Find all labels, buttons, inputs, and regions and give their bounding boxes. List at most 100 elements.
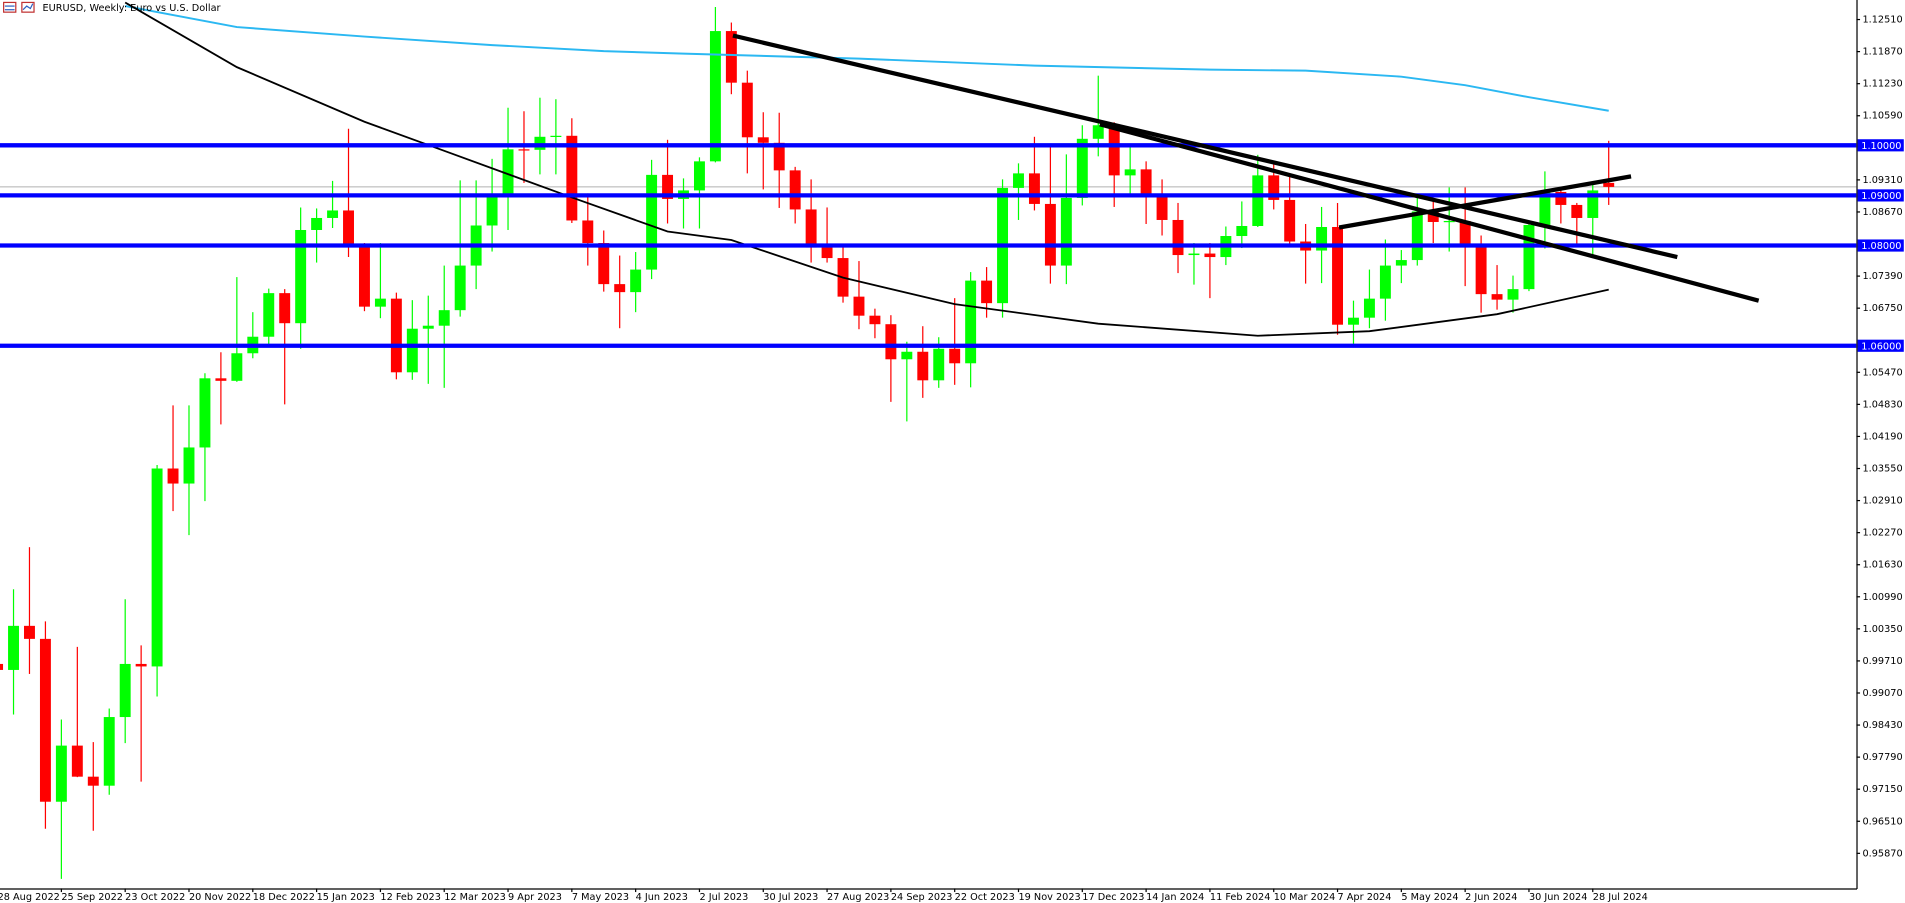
- x-tick-label: 24 Sep 2023: [891, 892, 953, 903]
- candle-body: [981, 280, 993, 304]
- level-label-box: [1857, 139, 1904, 152]
- candle-body: [550, 135, 562, 138]
- level-label: 1.10000: [1861, 141, 1901, 152]
- x-tick-label: 28 Aug 2022: [0, 892, 60, 903]
- candle-body: [199, 378, 211, 448]
- y-tick-label: 0.97790: [1862, 752, 1902, 763]
- candle-body: [1140, 169, 1152, 197]
- candle-body: [933, 348, 945, 381]
- y-tick-label: 1.09310: [1862, 175, 1902, 186]
- x-tick-label: 27 Aug 2023: [827, 892, 889, 903]
- candle-body: [1475, 245, 1487, 295]
- candle-body: [1268, 175, 1280, 200]
- candle-body: [119, 663, 131, 718]
- candle-body: [390, 298, 402, 373]
- candle-body: [1395, 260, 1407, 266]
- moving-average: [124, 1, 1609, 337]
- trend-line: [732, 33, 1678, 260]
- candle-body: [55, 745, 67, 802]
- x-tick-label: 10 Mar 2024: [1274, 892, 1336, 903]
- candle-body: [582, 220, 594, 244]
- candle-body: [103, 717, 115, 786]
- y-tick-label: 0.95870: [1862, 848, 1902, 859]
- x-tick-label: 14 Jan 2024: [1146, 892, 1204, 903]
- candle-body: [805, 209, 817, 248]
- candle-body: [614, 284, 626, 293]
- y-tick-label: 1.04830: [1862, 399, 1902, 410]
- candle-body: [311, 217, 323, 230]
- candle-body: [709, 31, 721, 162]
- candle-body: [1284, 199, 1296, 242]
- x-tick-label: 5 May 2024: [1401, 892, 1458, 903]
- x-tick-label: 17 Dec 2023: [1082, 892, 1144, 903]
- candle-body: [1571, 204, 1583, 218]
- candle-body: [598, 243, 610, 285]
- candle-body: [1013, 173, 1024, 188]
- candle-body: [406, 328, 418, 373]
- y-tick-label: 1.08670: [1862, 207, 1902, 218]
- x-tick-label: 30 Jun 2024: [1529, 892, 1587, 903]
- x-tick-label: 7 Apr 2024: [1338, 892, 1392, 903]
- candle-body: [1411, 211, 1423, 261]
- candle-body: [0, 663, 4, 670]
- candle-body: [1348, 317, 1359, 325]
- candle-body: [1188, 253, 1200, 256]
- y-tick-label: 1.11230: [1862, 79, 1902, 90]
- candle-body: [231, 353, 243, 381]
- candle-body: [1156, 196, 1168, 220]
- candle-body: [773, 142, 785, 171]
- y-tick-label: 1.03550: [1862, 464, 1902, 475]
- y-tick-label: 1.06750: [1862, 303, 1902, 314]
- candle-body: [454, 265, 466, 311]
- x-tick-label: 7 May 2023: [572, 892, 629, 903]
- candle-body: [821, 247, 833, 259]
- candle-body: [1363, 298, 1375, 318]
- icon: [22, 3, 34, 11]
- level-label: 1.09000: [1861, 191, 1901, 202]
- x-tick-label: 12 Mar 2023: [444, 892, 506, 903]
- candle-body: [1252, 175, 1264, 226]
- y-tick-label: 1.04190: [1862, 431, 1902, 442]
- candle-body: [725, 31, 737, 83]
- candle-body: [87, 776, 99, 786]
- candle-body: [39, 638, 51, 802]
- x-tick-label: 2 Jun 2024: [1465, 892, 1517, 903]
- candle-body: [167, 468, 179, 484]
- level-label: 1.08000: [1861, 241, 1901, 252]
- y-tick-label: 1.00350: [1862, 624, 1902, 635]
- moving-average: [125, 5, 1609, 112]
- candle-body: [1108, 125, 1120, 176]
- candle-body: [662, 174, 674, 199]
- icon: [3, 1, 17, 13]
- candle-body: [949, 348, 961, 364]
- candle-body: [327, 210, 339, 218]
- x-tick-label: 15 Jan 2023: [317, 892, 375, 903]
- chart-title: EURUSD, Weekly: Euro vs U.S. Dollar: [43, 3, 221, 14]
- y-tick-label: 1.10590: [1862, 111, 1902, 122]
- y-tick-label: 1.12510: [1862, 15, 1902, 26]
- level-label: 1.06000: [1861, 341, 1901, 352]
- candle-body: [741, 82, 753, 138]
- candle-body: [502, 149, 514, 195]
- x-tick-label: 30 Jul 2023: [763, 892, 818, 903]
- trend-line: [1338, 174, 1632, 230]
- candle-body: [1603, 182, 1615, 187]
- candle-body: [279, 293, 291, 324]
- candle-body: [8, 625, 19, 670]
- candle-body: [486, 194, 498, 226]
- candle-body: [1028, 173, 1040, 204]
- candle-body: [1459, 220, 1471, 246]
- candle-body: [1092, 125, 1104, 139]
- y-tick-label: 1.00990: [1862, 592, 1902, 603]
- candle-body: [71, 745, 83, 777]
- y-tick-label: 0.99070: [1862, 688, 1902, 699]
- x-tick-label: 22 Oct 2023: [955, 892, 1015, 903]
- x-tick-label: 23 Oct 2022: [125, 892, 185, 903]
- candle-body: [422, 325, 434, 329]
- candle-body: [1379, 265, 1391, 299]
- x-tick-label: 25 Sep 2022: [61, 892, 123, 903]
- candle-body: [693, 161, 705, 191]
